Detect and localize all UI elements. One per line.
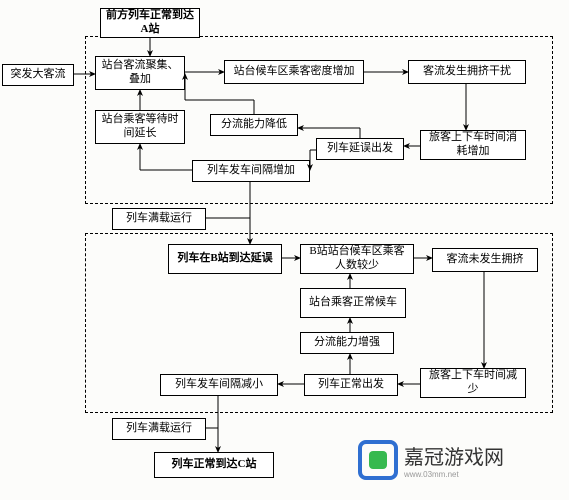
logo-icon: [358, 440, 398, 480]
edges-layer: [0, 0, 569, 500]
watermark-sub: www.03mm.net: [404, 470, 504, 479]
watermark-text: 嘉冠游戏网: [404, 441, 504, 470]
watermark: 嘉冠游戏网 www.03mm.net: [358, 440, 504, 480]
